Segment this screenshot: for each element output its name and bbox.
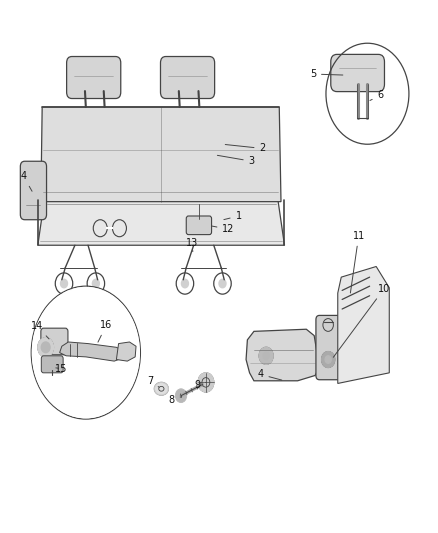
- Text: 2: 2: [225, 143, 266, 154]
- Text: 8: 8: [169, 395, 181, 406]
- FancyBboxPatch shape: [186, 216, 212, 235]
- FancyBboxPatch shape: [316, 316, 344, 379]
- Text: 3: 3: [217, 155, 255, 166]
- Circle shape: [325, 356, 331, 364]
- FancyBboxPatch shape: [20, 161, 46, 220]
- Text: 12: 12: [212, 224, 235, 235]
- Text: 1: 1: [224, 211, 242, 221]
- Circle shape: [219, 279, 226, 288]
- Text: 11: 11: [350, 231, 365, 293]
- Circle shape: [259, 348, 273, 365]
- Polygon shape: [117, 342, 136, 361]
- Text: 15: 15: [55, 364, 67, 374]
- Polygon shape: [38, 200, 285, 245]
- Text: 4: 4: [20, 171, 32, 191]
- Text: 9: 9: [194, 379, 206, 390]
- Circle shape: [198, 373, 214, 392]
- Text: 13: 13: [186, 238, 198, 252]
- Circle shape: [321, 352, 335, 368]
- Circle shape: [327, 44, 408, 143]
- FancyBboxPatch shape: [160, 56, 215, 99]
- Polygon shape: [41, 107, 281, 201]
- FancyBboxPatch shape: [331, 54, 385, 92]
- Text: 7: 7: [147, 376, 159, 387]
- Text: 6: 6: [370, 90, 384, 101]
- Ellipse shape: [154, 382, 168, 395]
- Circle shape: [263, 352, 269, 360]
- Text: 14: 14: [31, 321, 49, 339]
- Polygon shape: [338, 266, 389, 383]
- Text: 10: 10: [333, 284, 390, 357]
- Circle shape: [175, 389, 187, 402]
- Polygon shape: [60, 342, 125, 361]
- Text: 16: 16: [98, 320, 113, 342]
- Circle shape: [32, 287, 139, 418]
- FancyBboxPatch shape: [41, 328, 68, 355]
- Text: 4: 4: [258, 369, 282, 380]
- FancyBboxPatch shape: [41, 356, 63, 373]
- Polygon shape: [246, 329, 319, 381]
- Circle shape: [38, 338, 53, 357]
- Circle shape: [41, 342, 50, 353]
- Text: 5: 5: [310, 69, 343, 79]
- Circle shape: [181, 279, 188, 288]
- Circle shape: [92, 279, 99, 288]
- Circle shape: [60, 279, 67, 288]
- FancyBboxPatch shape: [67, 56, 121, 99]
